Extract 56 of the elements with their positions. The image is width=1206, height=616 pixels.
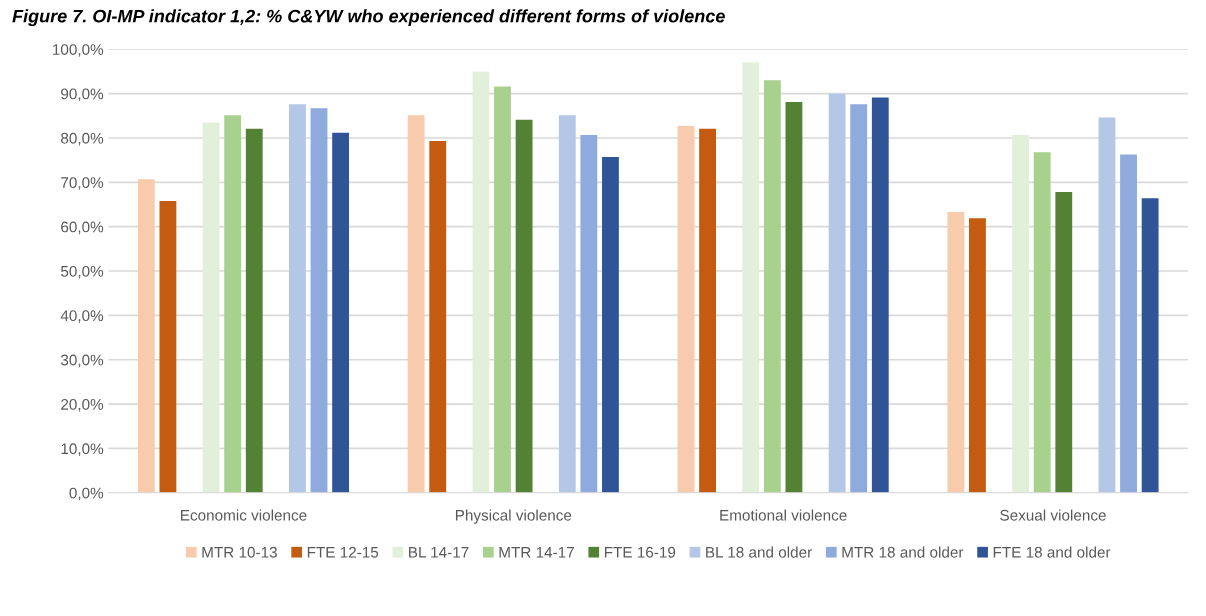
bar [1033, 152, 1051, 493]
bar [245, 128, 263, 493]
legend-label: FTE 18 and older [993, 546, 1111, 558]
bar [1098, 117, 1116, 493]
x-tick-label: Physical violence [455, 509, 572, 524]
y-tick-label: 60,0% [61, 221, 104, 235]
bar [850, 104, 868, 493]
bar [202, 122, 220, 493]
y-tick-label: 80,0% [61, 132, 104, 146]
bar [742, 62, 760, 493]
bar [602, 157, 619, 493]
y-tick-label: 0,0% [69, 487, 104, 501]
bar [494, 86, 511, 493]
bar [472, 71, 490, 493]
bar [159, 200, 177, 493]
bar [558, 115, 576, 493]
x-tick-label: Sexual violence [1000, 509, 1106, 521]
chart-title: Figure 7. OI-MP indicator 1,2: % C&YW who experienced different forms of violence [12, 9, 725, 27]
bar [1012, 134, 1030, 493]
legend-label: FTE 12-15 [307, 546, 379, 558]
y-tick-label: 50,0% [60, 265, 104, 279]
bar [969, 218, 986, 493]
bar [785, 102, 803, 493]
bar [763, 80, 781, 493]
y-tick-label: 20,0% [61, 398, 104, 412]
legend-label: MTR 10-13 [202, 546, 277, 558]
bar [947, 212, 965, 493]
y-tick-label: 70,0% [61, 177, 104, 190]
bar [1055, 192, 1073, 493]
y-tick-label: 10,0% [61, 443, 104, 456]
legend-label: MTR 14-17 [499, 547, 574, 558]
bar [407, 115, 425, 493]
bar [137, 179, 155, 493]
bar [289, 104, 306, 493]
y-tick-label: 90,0% [61, 88, 104, 102]
legend-label: FTE 16-19 [604, 546, 676, 558]
bar [871, 97, 889, 493]
bar [1141, 198, 1159, 493]
legend-label: BL 14-17 [409, 547, 469, 558]
bar [580, 134, 598, 493]
x-tick-label: Economic violence [181, 509, 307, 521]
bar [332, 132, 350, 493]
y-tick-label: 30,0% [60, 354, 104, 368]
bar [429, 141, 447, 493]
bar [828, 93, 846, 493]
bar [310, 108, 328, 493]
bar [699, 128, 717, 493]
legend-label: MTR 18 and older [842, 546, 964, 558]
y-tick-label: 40,0% [60, 310, 104, 323]
bar [224, 115, 242, 493]
bar [515, 119, 533, 493]
bar [1120, 154, 1137, 493]
y-tick-label: 100,0% [53, 44, 104, 57]
bar [677, 126, 695, 493]
legend-label: BL 18 and older [706, 546, 812, 558]
x-tick-label: Emotional violence [720, 509, 847, 521]
